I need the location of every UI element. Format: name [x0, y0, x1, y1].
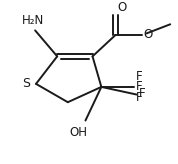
Text: O: O [117, 1, 127, 14]
Text: O: O [144, 28, 153, 41]
Text: F: F [136, 70, 142, 83]
Text: F: F [136, 80, 142, 93]
Text: OH: OH [69, 126, 87, 139]
Text: S: S [22, 77, 30, 90]
Text: H₂N: H₂N [22, 14, 44, 27]
Text: F: F [136, 91, 142, 104]
Text: F: F [138, 87, 145, 100]
